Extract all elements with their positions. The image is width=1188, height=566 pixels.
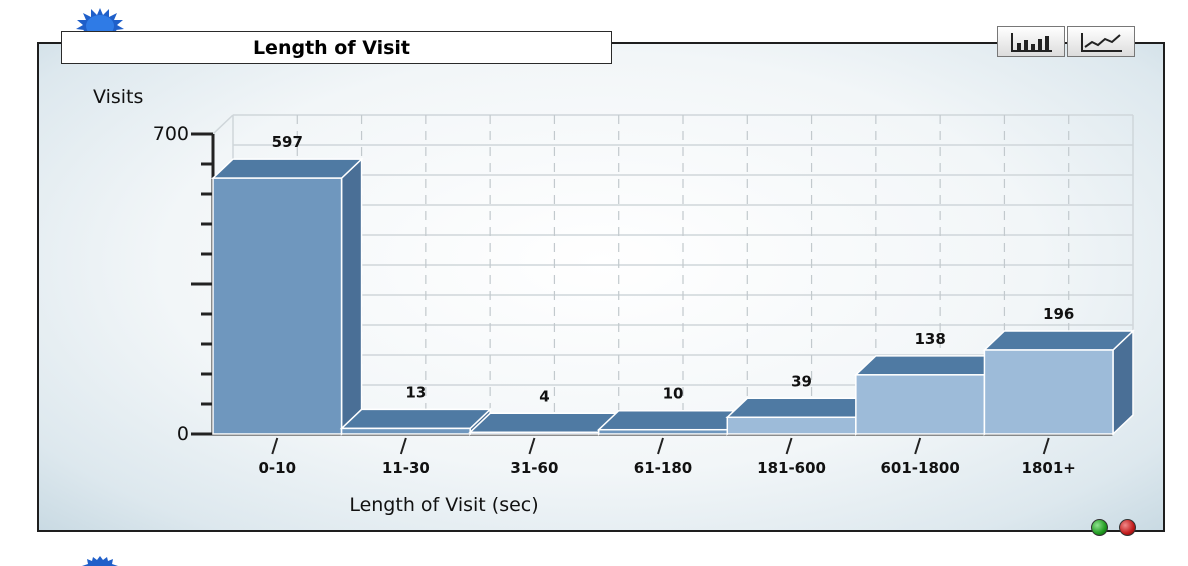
status-ok-indicator	[1091, 519, 1108, 536]
chart-title: Length of Visit	[252, 36, 411, 59]
logo-burst-small-icon	[82, 556, 118, 566]
line-chart-icon	[1081, 32, 1122, 52]
status-stop-indicator	[1119, 519, 1136, 536]
chart-title-box: Length of Visit	[61, 31, 612, 64]
bar-chart-icon	[1011, 32, 1052, 52]
bar-view-button[interactable]	[997, 26, 1065, 57]
chart-panel	[37, 42, 1165, 532]
line-view-button[interactable]	[1067, 26, 1135, 57]
